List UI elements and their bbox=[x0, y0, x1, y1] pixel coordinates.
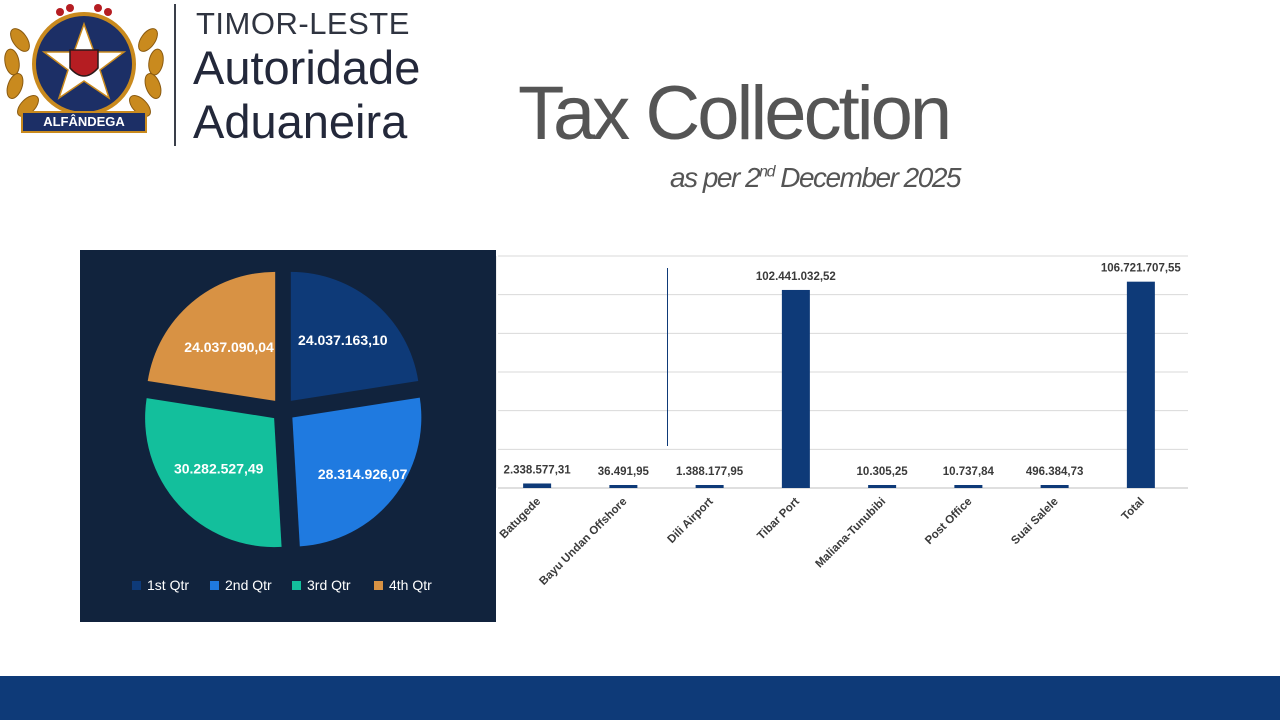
pie-data-label: 24.037.090,04 bbox=[184, 339, 274, 355]
subtitle-prefix: as per 2 bbox=[670, 162, 761, 193]
bar-category-label: Total bbox=[1120, 496, 1147, 523]
pie-slice-2nd-qtr bbox=[292, 397, 422, 547]
bar-data-label: 36.491,95 bbox=[598, 466, 650, 478]
legend-label-4th-qtr: 4th Qtr bbox=[389, 577, 432, 593]
bar-data-label: 102.441.032,52 bbox=[756, 271, 836, 283]
pie-data-label: 30.282.527,49 bbox=[174, 460, 264, 476]
legend-swatch-4th-qtr bbox=[374, 581, 383, 590]
bar-total bbox=[1126, 281, 1155, 488]
org-country: TIMOR-LESTE bbox=[196, 6, 410, 41]
bar-dili-airport bbox=[695, 485, 724, 488]
bar-category-label: Bayu Undan Offshore bbox=[537, 496, 629, 588]
pie-data-label: 24.037.163,10 bbox=[298, 332, 388, 348]
pie-chart-panel: 24.037.163,10 28.314.926,07 30.282.527,49 2… bbox=[80, 250, 496, 622]
legend-swatch-1st-qtr bbox=[132, 581, 141, 590]
footer-band bbox=[0, 676, 1280, 720]
page-subtitle: as per 2nd December 2025 bbox=[670, 162, 961, 194]
logo: ALFÂNDEGA TIMOR-LESTE Autoridade Aduanei… bbox=[0, 0, 480, 150]
bar-data-label: 1.388.177,95 bbox=[676, 466, 744, 478]
bar-batugede bbox=[523, 483, 552, 488]
legend-label-1st-qtr: 1st Qtr bbox=[147, 577, 189, 593]
legend-swatch-2nd-qtr bbox=[210, 581, 219, 590]
pie-slice-1st-qtr bbox=[290, 271, 419, 401]
bar-chart-panel: 2.338.577,31 Batugede 36.491,95 Bayu Undan … bbox=[495, 250, 1196, 610]
bar-post-office bbox=[954, 485, 983, 488]
legend-swatch-3rd-qtr bbox=[292, 581, 301, 590]
logo-divider bbox=[174, 4, 176, 146]
bar-maliana-tunubibi bbox=[868, 485, 897, 488]
bar-chart: 2.338.577,31 Batugede 36.491,95 Bayu Undan … bbox=[495, 255, 1188, 588]
customs-seal-icon bbox=[4, 4, 164, 133]
bar-data-label: 2.338.577,31 bbox=[504, 464, 572, 476]
org-name-line2: Aduaneira bbox=[193, 95, 408, 148]
bar-data-label: 496.384,73 bbox=[1026, 466, 1084, 478]
legend-label-3rd-qtr: 3rd Qtr bbox=[307, 577, 351, 593]
bar-category-label: Batugede bbox=[498, 496, 544, 542]
bar-bayu-undan-offshore bbox=[609, 485, 638, 488]
bar-category-label: Maliana-Tunubibi bbox=[814, 496, 889, 571]
pie-slice-4th-qtr bbox=[147, 271, 276, 401]
bar-data-label: 106.721.707,55 bbox=[1101, 263, 1182, 275]
bar-data-label: 10.305,25 bbox=[857, 466, 909, 478]
bar-category-label: Post Office bbox=[923, 496, 974, 547]
seal-text: ALFÂNDEGA bbox=[43, 114, 125, 129]
pie-data-label: 28.314.926,07 bbox=[318, 466, 408, 482]
bar-category-label: Dili Airport bbox=[666, 496, 716, 546]
org-name-line1: Autoridade bbox=[193, 41, 421, 94]
pie-chart: 24.037.163,10 28.314.926,07 30.282.527,49 2… bbox=[132, 271, 432, 593]
subtitle-superscript: nd bbox=[759, 163, 775, 181]
bar-tibar-port bbox=[781, 289, 810, 488]
bar-category-label: Suai Salele bbox=[1009, 496, 1060, 547]
bar-suai-salele bbox=[1040, 485, 1069, 488]
page-title: Tax Collection bbox=[518, 71, 952, 156]
legend-label-2nd-qtr: 2nd Qtr bbox=[225, 577, 272, 593]
bar-category-label: Tibar Port bbox=[755, 496, 802, 543]
bar-data-label: 10.737,84 bbox=[943, 466, 995, 478]
pie-slice-3rd-qtr bbox=[145, 398, 282, 548]
subtitle-suffix: December 2025 bbox=[773, 162, 961, 193]
